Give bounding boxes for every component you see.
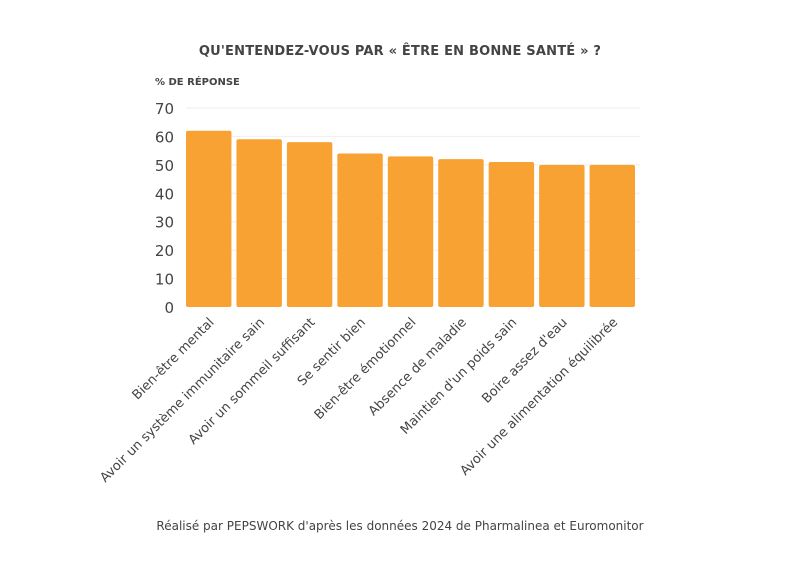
y-axis-label: % DE RÉPONSE xyxy=(155,77,240,88)
chart-title: QU'ENTENDEZ-VOUS PAR « ÊTRE EN BONNE SAN… xyxy=(198,44,602,59)
x-tick-label: Absence de maladie xyxy=(366,315,470,419)
y-tick-label: 10 xyxy=(155,271,174,289)
bar xyxy=(387,156,434,307)
y-tick-label: 30 xyxy=(155,214,174,232)
bar xyxy=(539,164,585,307)
y-tick-label: 60 xyxy=(155,128,174,146)
y-tick-label: 0 xyxy=(164,299,174,317)
x-tick-label: Boire assez d'eau xyxy=(479,315,570,406)
y-tick-label: 70 xyxy=(155,100,174,118)
bar xyxy=(286,142,333,307)
bar xyxy=(488,162,535,307)
bar xyxy=(589,164,635,307)
bar xyxy=(236,139,282,307)
bar xyxy=(337,153,383,307)
bar xyxy=(186,130,232,307)
y-tick-label: 40 xyxy=(155,185,174,203)
bar xyxy=(438,159,484,307)
source-note: Réalisé par PEPSWORK d'après les données… xyxy=(156,519,644,533)
y-tick-label: 50 xyxy=(155,157,174,175)
x-tick-label: Bien-être mental xyxy=(130,315,218,403)
x-tick-label: Bien-être émotionnel xyxy=(312,315,420,423)
y-tick-label: 20 xyxy=(155,242,174,260)
